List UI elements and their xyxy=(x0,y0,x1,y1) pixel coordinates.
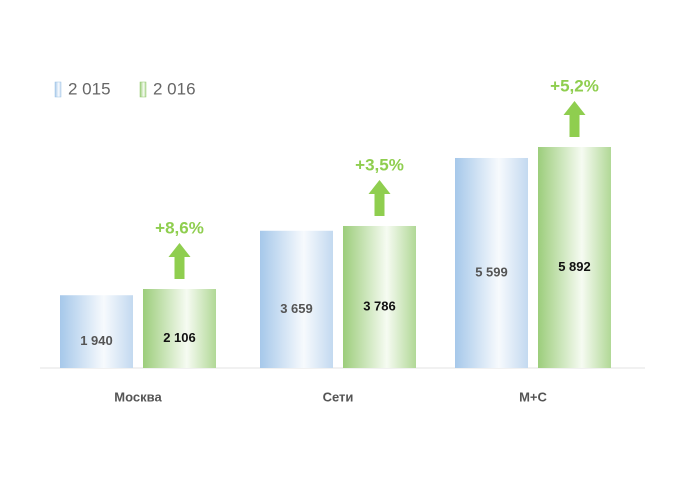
value-label: 5 892 xyxy=(558,259,591,274)
change-label: +3,5% xyxy=(355,155,404,174)
bar xyxy=(60,295,133,368)
change-arrow xyxy=(563,101,586,137)
x-tick-label: Москва xyxy=(114,389,162,404)
change-label: +5,2% xyxy=(550,76,599,95)
legend-label: 2 015 xyxy=(68,79,111,98)
bar xyxy=(260,230,333,368)
x-tick-label: М+С xyxy=(519,389,547,404)
value-label: 3 659 xyxy=(280,301,313,316)
bar xyxy=(538,147,611,368)
bar xyxy=(343,225,416,368)
change-label: +8,6% xyxy=(155,218,204,237)
value-label: 5 599 xyxy=(475,264,508,279)
x-tick-label: Сети xyxy=(323,389,354,404)
bar xyxy=(455,157,528,368)
legend-label: 2 016 xyxy=(153,79,196,98)
change-arrow xyxy=(368,179,391,216)
bar xyxy=(143,289,216,368)
legend-swatch xyxy=(54,81,62,98)
value-label: 2 106 xyxy=(163,330,196,345)
legend-swatch xyxy=(139,81,147,98)
change-arrow xyxy=(168,243,191,280)
value-label: 3 786 xyxy=(363,298,396,313)
value-label: 1 940 xyxy=(80,333,113,348)
